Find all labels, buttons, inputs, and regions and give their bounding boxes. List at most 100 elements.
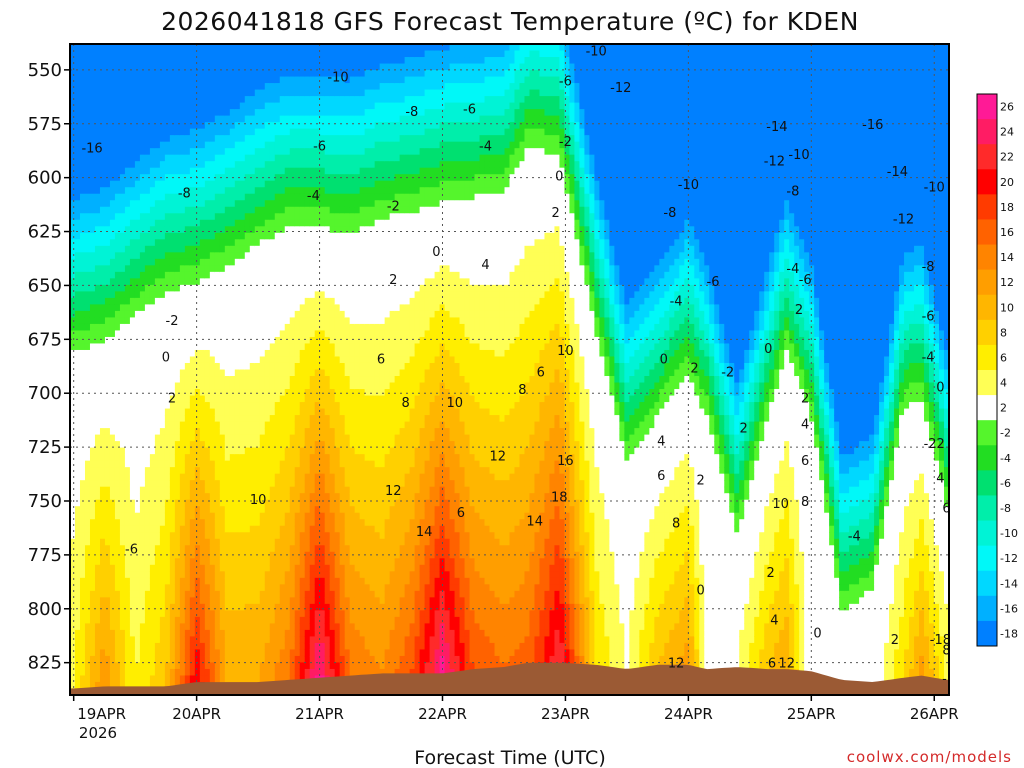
temperature-cell <box>119 349 126 358</box>
temperature-cell <box>184 226 191 234</box>
temperature-cell <box>219 389 226 397</box>
temperature-cell <box>209 362 216 371</box>
temperature-cell <box>244 441 251 449</box>
temperature-cell <box>289 428 296 436</box>
temperature-cell <box>99 232 106 240</box>
temperature-cell <box>299 499 306 507</box>
temperature-cell <box>124 356 131 364</box>
temperature-cell <box>89 395 96 403</box>
temperature-cell <box>79 200 86 208</box>
temperature-cell <box>249 649 256 657</box>
temperature-cell <box>314 382 321 390</box>
temperature-cell <box>134 441 141 449</box>
temperature-cell <box>164 603 171 611</box>
temperature-cell <box>299 63 306 71</box>
temperature-cell <box>194 662 201 670</box>
temperature-cell <box>284 180 291 188</box>
temperature-cell <box>289 206 296 214</box>
temperature-cell <box>249 50 256 58</box>
temperature-cell <box>114 50 121 58</box>
temperature-cell <box>264 232 271 240</box>
temperature-cell <box>179 441 186 449</box>
temperature-cell <box>229 376 236 384</box>
temperature-cell <box>134 83 141 91</box>
temperature-cell <box>314 356 321 364</box>
temperature-cell <box>284 467 291 475</box>
temperature-cell <box>154 551 161 559</box>
temperature-cell <box>74 499 81 507</box>
temperature-cell <box>159 96 166 104</box>
temperature-cell <box>129 167 136 175</box>
temperature-cell <box>99 382 106 390</box>
temperature-cell <box>259 636 266 644</box>
temperature-cell <box>199 109 206 117</box>
temperature-cell <box>104 141 111 149</box>
temperature-cell <box>289 597 296 605</box>
temperature-cell <box>84 154 91 162</box>
temperature-cell <box>169 376 176 384</box>
temperature-cell <box>264 89 271 97</box>
temperature-cell <box>224 538 231 546</box>
temperature-cell <box>149 629 156 638</box>
temperature-cell <box>229 590 236 598</box>
temperature-cell <box>214 415 221 423</box>
temperature-cell <box>179 473 186 481</box>
temperature-cell <box>174 265 181 273</box>
temperature-cell <box>169 102 176 110</box>
temperature-cell <box>70 642 76 651</box>
temperature-cell <box>304 376 311 384</box>
temperature-cell <box>169 135 176 143</box>
temperature-cell <box>99 284 106 292</box>
temperature-cell <box>154 63 161 71</box>
temperature-cell <box>99 506 106 514</box>
temperature-cell <box>134 467 141 475</box>
temperature-cell <box>84 271 91 279</box>
temperature-cell <box>129 421 136 429</box>
temperature-cell <box>229 102 236 110</box>
temperature-cell <box>254 558 261 566</box>
temperature-cell <box>264 662 271 670</box>
temperature-cell <box>184 200 191 208</box>
temperature-cell <box>224 636 231 644</box>
temperature-cell <box>249 421 256 429</box>
temperature-cell <box>139 493 146 501</box>
temperature-cell <box>169 447 176 455</box>
temperature-cell <box>144 584 151 592</box>
temperature-cell <box>194 109 201 117</box>
temperature-cell <box>314 415 321 423</box>
temperature-cell <box>139 180 146 188</box>
temperature-cell <box>79 428 86 436</box>
temperature-cell <box>259 402 266 410</box>
temperature-cell <box>254 232 261 240</box>
temperature-cell <box>179 545 186 553</box>
temperature-cell <box>289 89 296 97</box>
temperature-cell <box>94 83 101 91</box>
temperature-cell <box>229 434 236 442</box>
temperature-cell <box>184 330 191 338</box>
temperature-cell <box>204 115 211 123</box>
temperature-cell <box>194 317 201 325</box>
temperature-cell <box>279 564 286 572</box>
temperature-cell <box>294 258 301 266</box>
temperature-cell <box>144 662 151 670</box>
temperature-cell <box>129 467 136 475</box>
temperature-cell <box>84 571 91 579</box>
temperature-cell <box>139 102 146 110</box>
temperature-cell <box>119 304 126 312</box>
temperature-cell <box>189 232 196 240</box>
temperature-cell <box>164 76 171 84</box>
temperature-cell <box>114 193 121 201</box>
temperature-cell <box>184 180 191 188</box>
temperature-cell <box>184 362 191 371</box>
temperature-cell <box>164 675 171 683</box>
temperature-cell <box>134 336 141 345</box>
temperature-cell <box>309 545 316 553</box>
temperature-cell <box>219 213 226 221</box>
temperature-cell <box>119 96 126 104</box>
temperature-cell <box>284 310 291 319</box>
temperature-cell <box>109 395 116 403</box>
temperature-cell <box>299 180 306 188</box>
temperature-cell <box>214 135 221 143</box>
temperature-cell <box>259 441 266 449</box>
temperature-cell <box>174 512 181 520</box>
